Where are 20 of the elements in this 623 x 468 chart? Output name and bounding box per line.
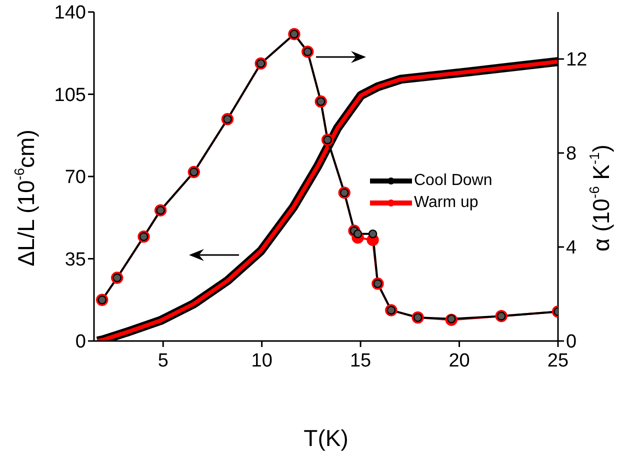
point (353, 229, 362, 238)
y-tick-label: 140 (54, 2, 86, 24)
x-tick-label: 25 (547, 350, 569, 372)
y-tick-label: 70 (64, 167, 86, 188)
x-tick-label: 15 (350, 350, 372, 372)
y2-tick-label: 8 (566, 144, 577, 165)
x-axis-title: T(K) (304, 425, 348, 452)
y2-tick-label: 0 (566, 332, 577, 353)
y2-tick-label: 4 (566, 238, 577, 259)
x-tick-label: 10 (251, 350, 272, 372)
point (446, 314, 456, 324)
legend-label: Warm up (414, 194, 478, 212)
x-tick-label: 20 (448, 350, 470, 372)
legend-label: Cool Down (414, 172, 492, 190)
point (368, 229, 378, 238)
y-tick-label: 105 (54, 84, 86, 106)
y-tick-label: 35 (64, 249, 86, 270)
x-tick-label: 5 (158, 350, 168, 372)
y2-tick-label: 12 (566, 50, 588, 71)
y-tick-label: 0 (75, 332, 86, 353)
